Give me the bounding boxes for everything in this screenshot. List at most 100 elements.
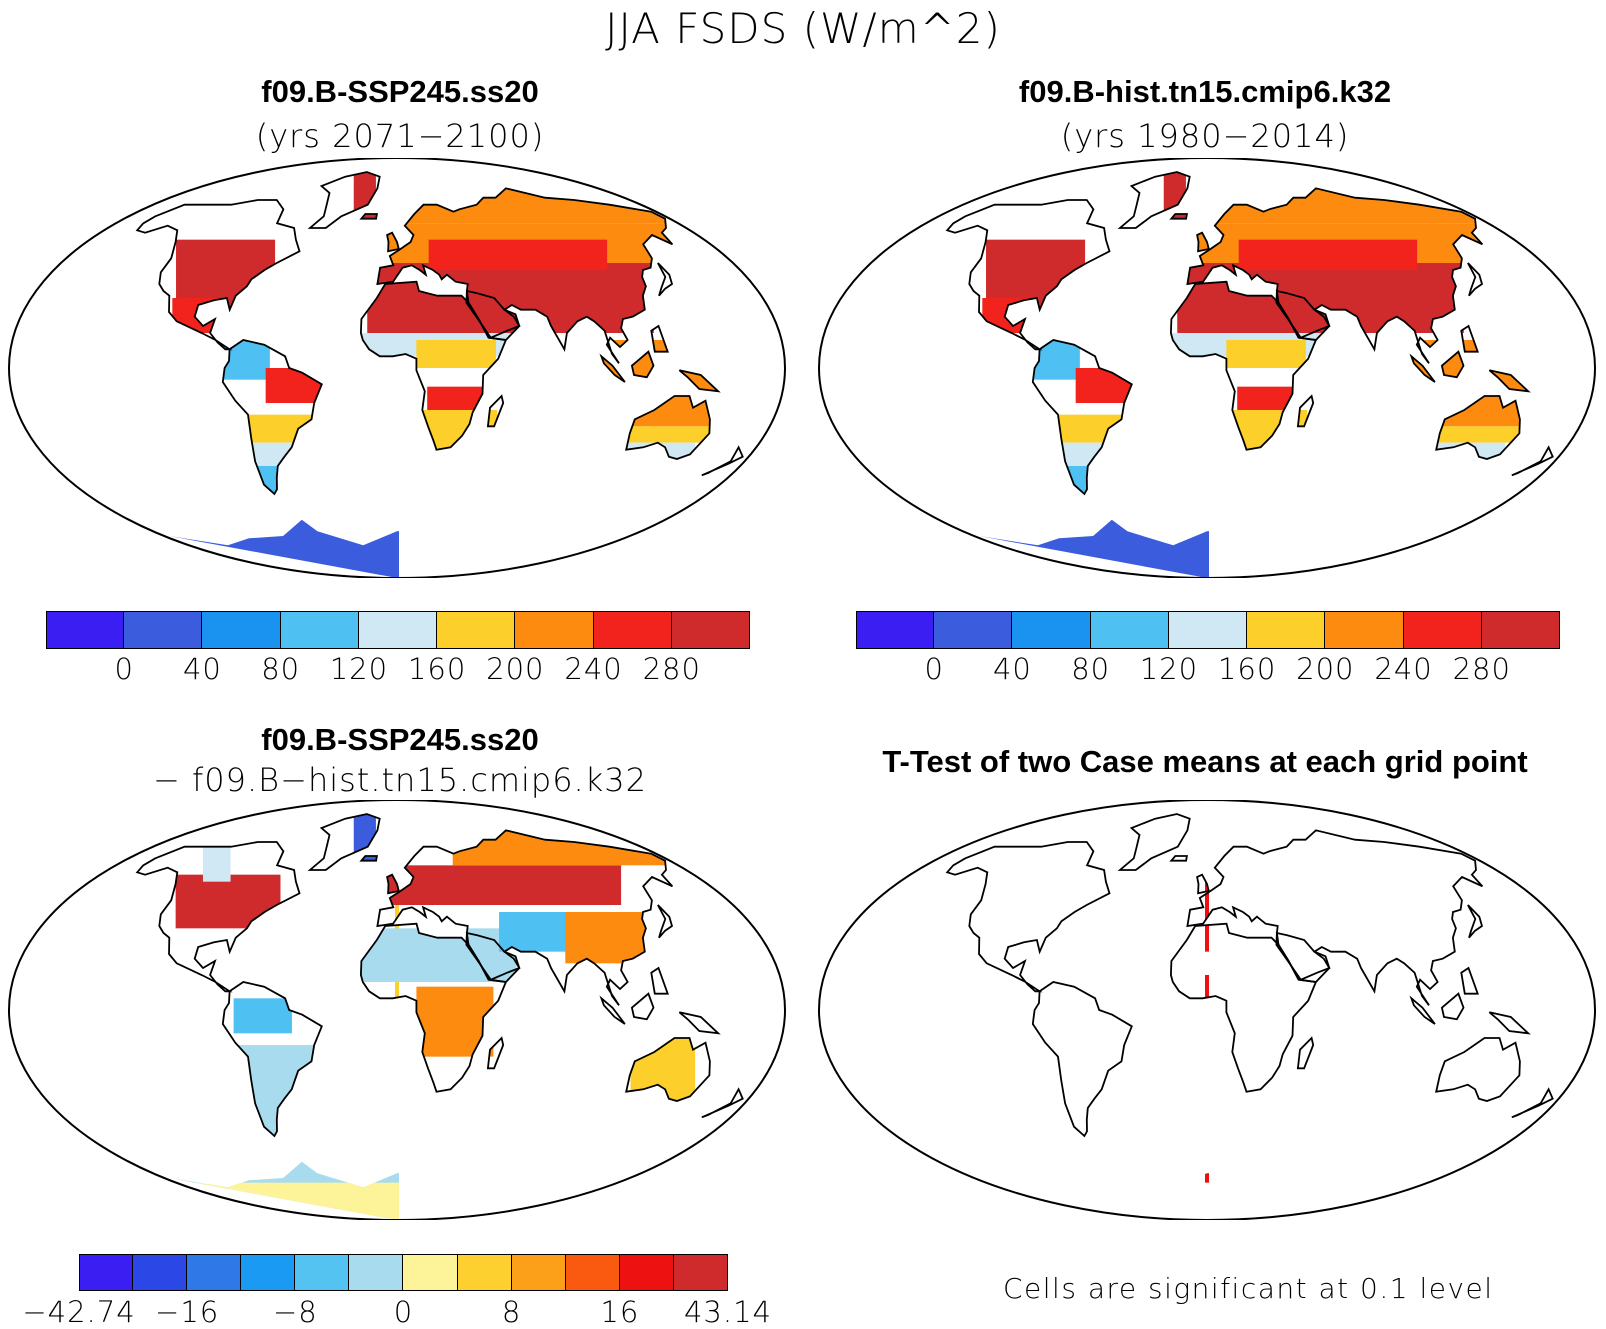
globe-outline	[8, 800, 786, 1220]
colorbar-segment	[619, 1254, 674, 1291]
coastline-newZealand	[1511, 445, 1554, 477]
panel-diff-title: f09.B-SSP245.ss20	[261, 722, 539, 757]
coastline-sumatra	[599, 995, 626, 1025]
colorbar-segment	[1247, 611, 1326, 649]
coastline-japan	[1467, 262, 1484, 297]
coastline-madagascar	[486, 394, 505, 428]
coastline-southAmerica	[1031, 981, 1133, 1138]
coastline-uk	[1196, 231, 1210, 253]
coastline-africa	[1169, 922, 1318, 1093]
colorbar-tick-label: 200	[486, 652, 545, 686]
coastline-iceland	[359, 213, 378, 220]
coastline-greenland	[1117, 171, 1191, 229]
colorbar-segment	[437, 611, 516, 649]
coastline-uk	[386, 873, 400, 895]
coastline-southAmerica	[1031, 339, 1133, 496]
map-diff	[8, 800, 786, 1220]
globe-outline	[818, 800, 1596, 1220]
coastline-sumatra	[599, 353, 626, 383]
coastline-borneo	[1440, 350, 1465, 379]
colorbar-segment	[1325, 611, 1404, 649]
colorbar-tick-label: −42.74	[22, 1295, 136, 1329]
colorbar-tick-label: 16	[600, 1295, 640, 1329]
panel-hist-subtitle: (yrs 1980−2014)	[1060, 117, 1350, 155]
colorbar-tick-label: 40	[182, 652, 222, 686]
colorbar-tick-label: 120	[329, 652, 389, 686]
coastline-madagascar	[1296, 1036, 1315, 1070]
coastline-madagascar	[486, 1036, 505, 1070]
coastline-japan	[657, 904, 674, 939]
coastline-iceland	[1169, 855, 1188, 862]
colorbar-segment	[565, 1254, 620, 1291]
panel-future-title: f09.B-SSP245.ss20	[261, 74, 539, 109]
colorbar-segment	[133, 1254, 188, 1291]
colorbar-tick-label: 160	[1217, 652, 1277, 686]
coastline-australia	[1435, 395, 1521, 460]
colorbar-tick-label: 160	[407, 652, 467, 686]
coastline-africa	[359, 922, 508, 1093]
coastline-newZealand	[701, 445, 744, 477]
coastline-mindanao	[1460, 966, 1479, 995]
colorbar-tick-label: 120	[1139, 652, 1199, 686]
colorbar-segment	[1168, 611, 1248, 649]
colorbar-segment	[124, 611, 203, 649]
colorbar-segment	[241, 1254, 296, 1291]
coastline-arabia	[1275, 931, 1331, 983]
coastline-sumatra	[1409, 353, 1436, 383]
colorbar-tick-label: 240	[1374, 652, 1433, 686]
coastline-eurasia	[376, 187, 674, 364]
colorbar-segment	[593, 611, 672, 649]
coastline-africa	[359, 280, 508, 451]
colorbar-tick-label: 0	[393, 1295, 414, 1329]
coastline-newZealand	[1511, 1087, 1554, 1119]
coastline-mindanao	[650, 966, 669, 995]
colorbar-segment	[358, 611, 438, 649]
significance-note: Cells are significant at 0.1 level	[1003, 1272, 1494, 1305]
colorbar-tick-label: 40	[992, 652, 1032, 686]
coastline-iceland	[1169, 213, 1188, 220]
colorbar-segment	[295, 1254, 350, 1291]
coastline-borneo	[630, 992, 655, 1021]
coastline-borneo	[630, 350, 655, 379]
colorbar-segment	[511, 1254, 566, 1291]
coastline-eurasia	[376, 829, 674, 1006]
colorbar-segment	[202, 611, 281, 649]
coastline-arabia	[465, 289, 521, 341]
coastline-northAmerica	[135, 841, 301, 993]
colorbar-tick-label: 240	[564, 652, 623, 686]
coastline-arabia	[1275, 289, 1331, 341]
colorbar-tick-label: −16	[155, 1295, 220, 1329]
colorbar-diff	[79, 1254, 728, 1291]
panel-ttest-title: T-Test of two Case means at each grid po…	[882, 744, 1528, 779]
coastline-australia	[625, 395, 711, 460]
coastline-japan	[657, 262, 674, 297]
colorbar-segment	[671, 611, 750, 649]
colorbar-segment	[79, 1254, 134, 1291]
coastline-northAmerica	[135, 199, 301, 351]
colorbar-segment	[1012, 611, 1091, 649]
colorbar-tick-label: 200	[1296, 652, 1355, 686]
colorbar-segment	[46, 611, 125, 649]
colorbar-tick-label: 0	[114, 652, 134, 686]
colorbar-segment	[457, 1254, 512, 1291]
coastline-mindanao	[1460, 324, 1479, 353]
figure-title: JJA FSDS (W/m^2)	[605, 4, 1001, 53]
coastline-northAmerica	[945, 199, 1111, 351]
coastline-mindanao	[650, 324, 669, 353]
coastline-greenland	[307, 171, 381, 229]
colorbar-tick-label: 80	[1071, 652, 1111, 686]
coastline-eurasia	[1186, 829, 1484, 1006]
colorbar-hist	[856, 611, 1560, 649]
coastline-japan	[1467, 904, 1484, 939]
colorbar-segment	[349, 1254, 404, 1291]
coastline-newGuinea	[1488, 1011, 1531, 1035]
colorbar-segment	[280, 611, 359, 649]
coastline-greenland	[307, 813, 381, 871]
colorbar-tick-label: 80	[261, 652, 301, 686]
colorbar-segment	[1481, 611, 1560, 649]
colorbar-tick-label: 43.14	[683, 1295, 773, 1329]
colorbar-segment	[856, 611, 935, 649]
colorbar-tick-label: 280	[1452, 652, 1511, 686]
coastline-africa	[1169, 280, 1318, 451]
coastline-newGuinea	[678, 1011, 721, 1035]
